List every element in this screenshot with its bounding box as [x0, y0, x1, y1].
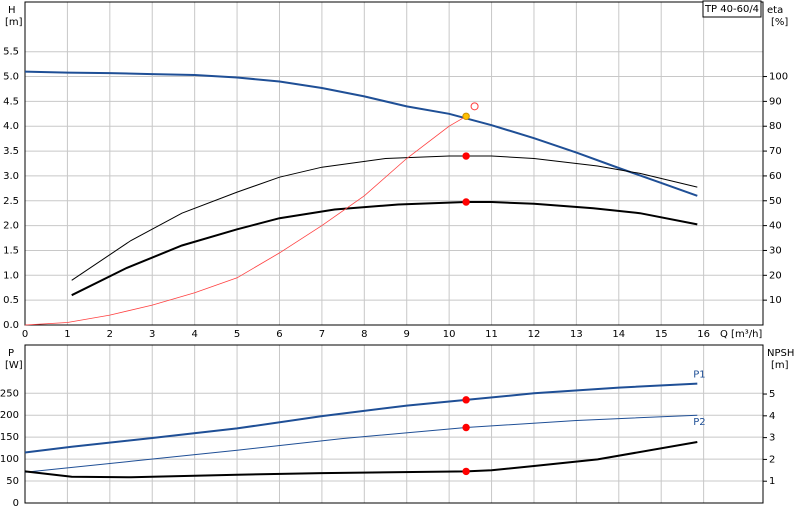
y2-tick-label: 50 [769, 196, 782, 207]
y-axis-unit: [m] [5, 17, 23, 28]
y2-tick-label: 1 [769, 476, 775, 487]
y2-tick-label: 90 [769, 96, 782, 107]
y-tick-label: 1.5 [3, 245, 19, 256]
operating-point [462, 198, 470, 206]
x-axis-title: Q [m³/h] [720, 329, 762, 340]
curve [24, 441, 698, 479]
y2-tick-label: 60 [769, 171, 782, 182]
x-tick-label: 9 [404, 329, 410, 340]
y2-tick-label: 10 [769, 295, 782, 306]
y-axis-title: P [8, 348, 14, 359]
operating-point [462, 467, 470, 476]
y-tick-label: 4.5 [3, 96, 19, 107]
x-tick-label: 11 [485, 329, 498, 340]
operating-point [462, 423, 470, 432]
x-tick-label: 7 [319, 329, 325, 340]
curve [71, 155, 698, 281]
y-tick-label: 0 [13, 498, 19, 509]
curve [24, 414, 698, 473]
plot-frame [24, 1, 764, 326]
x-tick-label: 2 [107, 329, 113, 340]
y2-axis-unit: [m] [771, 360, 789, 371]
y-tick-label: 100 [0, 454, 19, 465]
y-tick-label: 5.0 [3, 72, 19, 83]
curve-label: P2 [693, 417, 705, 428]
y-tick-label: 150 [0, 432, 19, 443]
curve [71, 201, 698, 297]
y-tick-label: 200 [0, 410, 19, 421]
y-tick-label: 0.0 [3, 320, 19, 331]
x-tick-label: 3 [149, 329, 155, 340]
y-tick-label: 2.5 [3, 196, 19, 207]
y-tick-label: 1.0 [3, 270, 19, 281]
plot-frame [24, 344, 764, 504]
y-axis-unit: [W] [5, 360, 23, 371]
y-tick-label: 5.5 [3, 47, 19, 58]
y2-tick-label: 100 [769, 72, 788, 83]
chart-title: TP 40-60/4 [704, 4, 759, 15]
y2-axis-title: eta [767, 5, 783, 16]
x-tick-label: 10 [443, 329, 456, 340]
y-tick-label: 3.0 [3, 171, 19, 182]
y-tick-label: 4.0 [3, 121, 19, 132]
y-tick-label: 3.5 [3, 146, 19, 157]
y2-axis-unit: [%] [771, 17, 788, 28]
y-tick-label: 250 [0, 388, 19, 399]
y2-tick-label: 70 [769, 146, 782, 157]
y2-tick-label: 30 [769, 245, 782, 256]
x-tick-label: 16 [697, 329, 710, 340]
y2-tick-label: 3 [769, 433, 775, 444]
y2-tick-label: 5 [769, 389, 775, 400]
curve [24, 382, 698, 454]
y-tick-label: 0.5 [3, 295, 19, 306]
x-tick-label: 0 [22, 329, 28, 340]
x-tick-label: 6 [276, 329, 282, 340]
y2-axis-title: NPSH [767, 348, 794, 359]
curve [24, 115, 467, 326]
y2-tick-label: 80 [769, 121, 782, 132]
x-tick-label: 8 [361, 329, 367, 340]
y2-tick-label: 40 [769, 221, 782, 232]
x-tick-label: 12 [528, 329, 541, 340]
y2-tick-label: 4 [769, 411, 775, 422]
x-tick-label: 5 [234, 329, 240, 340]
x-tick-label: 4 [191, 329, 197, 340]
y-axis-title: H [8, 5, 16, 16]
title-box [702, 0, 762, 18]
operating-point [470, 102, 479, 111]
x-tick-label: 13 [570, 329, 583, 340]
x-tick-label: 15 [655, 329, 668, 340]
y2-tick-label: 2 [769, 454, 775, 465]
operating-point [462, 396, 470, 404]
operating-point [462, 152, 470, 160]
curve-label: P1 [693, 370, 705, 381]
y-tick-label: 2.0 [3, 221, 19, 232]
curve [24, 70, 698, 197]
operating-point [462, 112, 470, 120]
y2-tick-label: 20 [769, 270, 782, 281]
y-tick-label: 50 [6, 476, 19, 487]
x-tick-label: 14 [612, 329, 625, 340]
x-tick-label: 1 [64, 329, 70, 340]
